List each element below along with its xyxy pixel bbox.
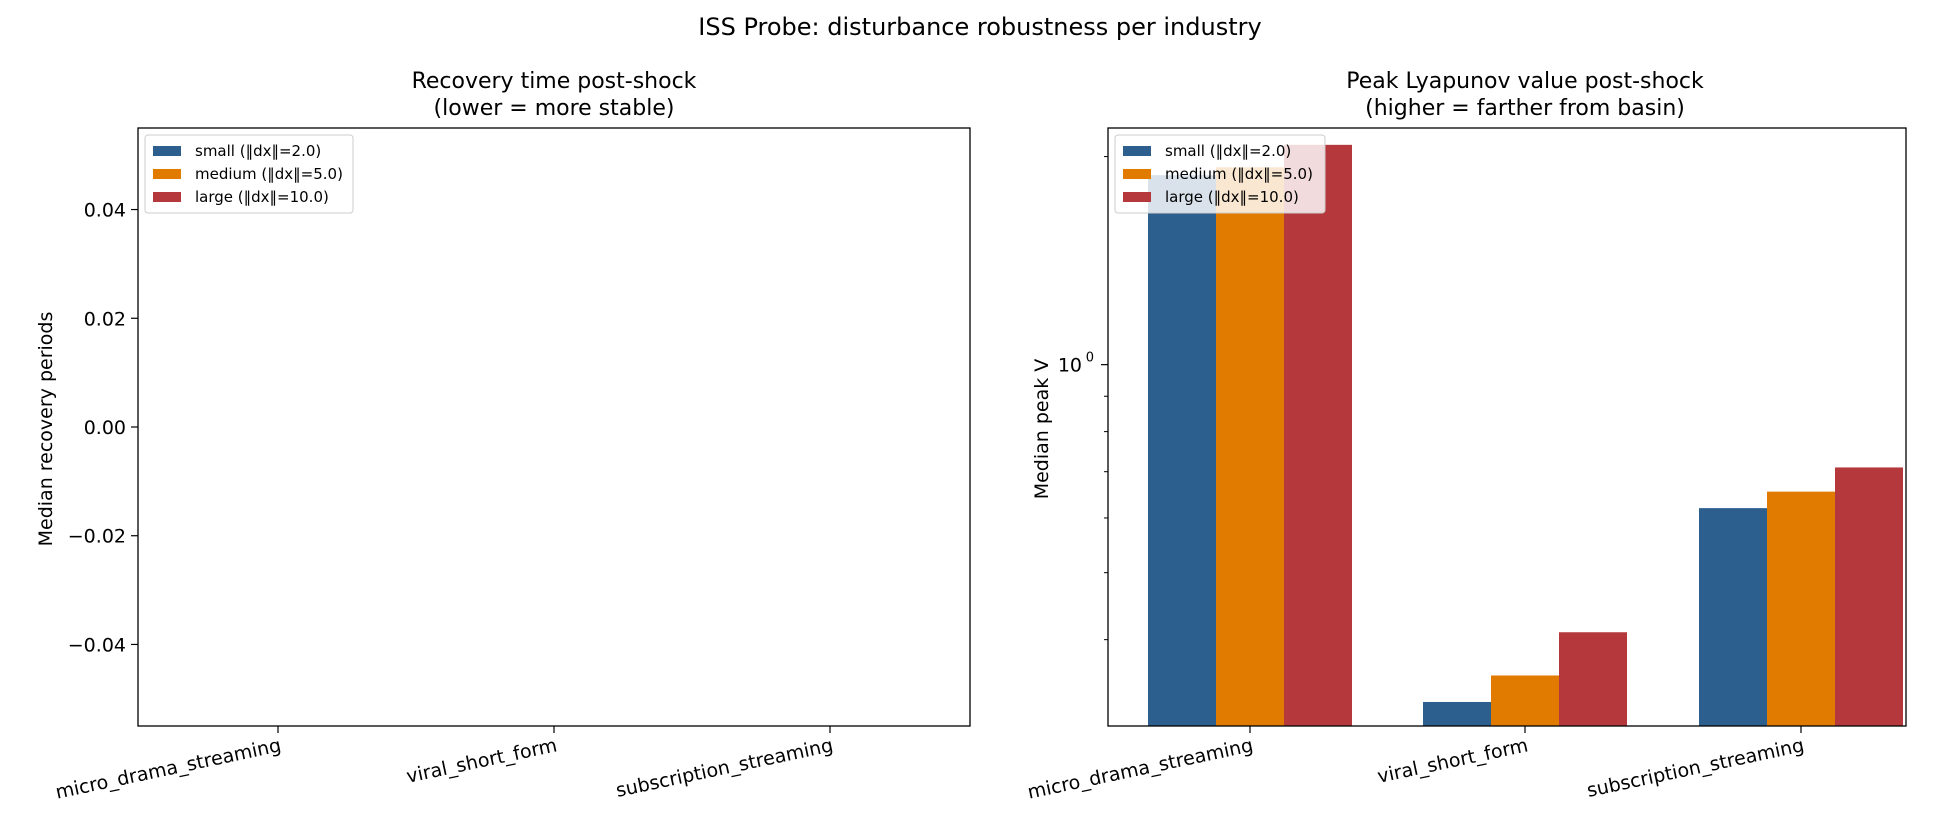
lyapunov-bar <box>1767 491 1835 726</box>
lyapunov-bar <box>1423 701 1491 726</box>
lyapunov-bar <box>1699 508 1767 726</box>
lyapunov-legend-label: large (‖dx‖=10.0) <box>1165 188 1299 206</box>
lyapunov-x-tick-label: viral_short_form <box>1375 734 1530 787</box>
recovery-y-axis-label: Median recovery periods <box>35 312 57 547</box>
figure-title: ISS Probe: disturbance robustness per in… <box>698 13 1261 41</box>
recovery-x-tick-label: micro_drama_streaming <box>54 734 283 803</box>
recovery-y-tick-label: 0.02 <box>84 308 126 330</box>
recovery-x-tick-label: subscription_streaming <box>614 734 835 802</box>
lyapunov-chart-title-line1: Peak Lyapunov value post-shock <box>1346 69 1704 94</box>
lyapunov-bar <box>1148 175 1216 726</box>
lyapunov-y-ticks: 10 0 <box>1058 156 1108 641</box>
lyapunov-chart-title-line2: (higher = farther from basin) <box>1365 96 1685 121</box>
lyapunov-legend-swatch <box>1123 192 1151 202</box>
lyapunov-y-axis-label: Median peak V <box>1031 359 1053 500</box>
recovery-y-tick-label: −0.04 <box>68 634 126 656</box>
lyapunov-x-tick-label: micro_drama_streaming <box>1026 734 1255 803</box>
recovery-y-tick-label: −0.02 <box>68 526 126 548</box>
lyapunov-x-ticks: micro_drama_streaming viral_short_form sub… <box>1026 726 1806 804</box>
lyapunov-bar <box>1216 167 1284 726</box>
recovery-time-panel: Recovery time post-shock (lower = more s… <box>35 69 971 804</box>
recovery-plot-frame <box>137 127 971 727</box>
lyapunov-y-tick-exponent: 0 <box>1086 351 1094 366</box>
lyapunov-bar <box>1491 675 1559 726</box>
lyapunov-x-tick-label: subscription_streaming <box>1585 734 1806 802</box>
recovery-legend-label: large (‖dx‖=10.0) <box>195 188 329 206</box>
lyapunov-bar <box>1835 467 1903 726</box>
lyapunov-legend-label: small (‖dx‖=2.0) <box>1165 142 1291 160</box>
lyapunov-legend-label: medium (‖dx‖=5.0) <box>1165 165 1313 183</box>
recovery-legend-swatch <box>153 146 181 156</box>
lyapunov-plot-frame <box>1107 127 1907 727</box>
recovery-legend-label: medium (‖dx‖=5.0) <box>195 165 343 183</box>
recovery-y-ticks: −0.04 −0.02 0.00 0.02 0.04 <box>68 200 138 656</box>
lyapunov-bars <box>1148 144 1903 726</box>
lyapunov-legend-box <box>1114 134 1326 214</box>
recovery-legend-swatch <box>153 192 181 202</box>
lyapunov-legend-swatch <box>1123 169 1151 179</box>
peak-lyapunov-panel: Peak Lyapunov value post-shock (higher =… <box>1026 69 1907 804</box>
recovery-chart-title-line2: (lower = more stable) <box>434 96 675 121</box>
recovery-y-tick-label: 0.04 <box>84 200 126 222</box>
lyapunov-bar <box>1559 632 1627 726</box>
recovery-legend-swatch <box>153 169 181 179</box>
recovery-y-tick-label: 0.00 <box>84 417 126 439</box>
recovery-x-ticks: micro_drama_streaming viral_short_form sub… <box>54 726 835 804</box>
lyapunov-bar <box>1284 144 1352 726</box>
lyapunov-legend: small (‖dx‖=2.0) medium (‖dx‖=5.0) large (… <box>1114 134 1326 214</box>
lyapunov-y-tick-label: 10 <box>1058 355 1082 377</box>
recovery-legend-box <box>144 134 354 214</box>
recovery-legend: small (‖dx‖=2.0) medium (‖dx‖=5.0) large (… <box>144 134 354 214</box>
recovery-legend-label: small (‖dx‖=2.0) <box>195 142 321 160</box>
recovery-x-tick-label: viral_short_form <box>404 734 559 787</box>
lyapunov-legend-swatch <box>1123 146 1151 156</box>
recovery-chart-title-line1: Recovery time post-shock <box>412 69 697 94</box>
